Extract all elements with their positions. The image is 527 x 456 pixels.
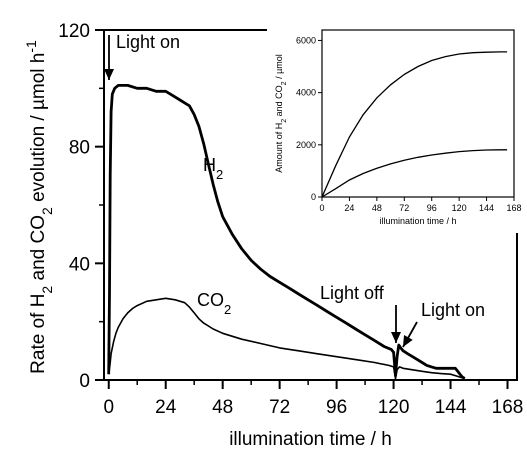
inset-y-tick-label: 4000 xyxy=(296,88,316,98)
inset-series xyxy=(321,51,508,198)
inset-x-tick-label: 48 xyxy=(372,203,382,213)
main-y-label-sup: -1 xyxy=(23,40,39,53)
annotation-arrow-head xyxy=(403,334,413,347)
inset-background xyxy=(267,26,519,233)
main-y-label-sub: 2 xyxy=(39,286,55,294)
x-tick-label: 72 xyxy=(269,397,290,418)
inset-plot-frame xyxy=(321,29,515,198)
annotation-label: Light on xyxy=(116,32,180,52)
series-label-h2: H2 xyxy=(203,155,223,182)
series-label-co2: CO2 xyxy=(197,290,231,317)
x-tick-label: 144 xyxy=(435,397,467,418)
inset-y-axis-label: Amount of H2 and CO2 / µmol xyxy=(274,54,288,173)
series-line-co2 xyxy=(107,297,466,380)
main-x-axis-label: illumination time / h xyxy=(229,429,392,450)
inset-series-line-1 xyxy=(321,51,508,198)
main-ticks: 0 24 48 72 96 120 144 168 0 40 80 120 xyxy=(58,21,523,418)
inset-y-tick-label: 0 xyxy=(311,192,316,202)
main-y-label-part: Rate of H xyxy=(28,294,49,374)
y-tick-label: 80 xyxy=(69,138,90,159)
y-tick-label: 40 xyxy=(69,254,90,275)
inset-y-tick-label: 6000 xyxy=(296,35,316,45)
x-tick-label: 24 xyxy=(155,397,177,418)
x-tick-label: 0 xyxy=(103,397,114,418)
annotation-arrow-head xyxy=(104,69,114,80)
main-y-label-sub: 2 xyxy=(39,207,55,215)
annotation-label: Light on xyxy=(421,300,485,320)
main-series xyxy=(107,84,466,380)
series-line-h2 xyxy=(107,84,466,380)
x-tick-label: 168 xyxy=(492,397,524,418)
main-y-label-part: evolution / µmol h xyxy=(28,53,49,208)
inset-ticks: 0 24 48 72 96 120 144 168 0 2000 4000 6000 xyxy=(296,35,522,213)
x-tick-label: 96 xyxy=(326,397,347,418)
inset-x-tick-label: 168 xyxy=(506,203,521,213)
inset-x-tick-label: 72 xyxy=(399,203,409,213)
main-y-axis-label: Rate of H2 and CO2 evolution / µmol h-1 xyxy=(23,40,55,374)
inset-x-tick-label: 120 xyxy=(452,203,467,213)
main-annotations: Light on Light off Light on xyxy=(104,32,485,348)
inset-x-tick-label: 96 xyxy=(427,203,437,213)
inset-x-axis-label: illumination time / h xyxy=(379,216,456,226)
inset-x-tick-label: 0 xyxy=(319,203,324,213)
annotation-label: Light off xyxy=(320,283,385,303)
y-tick-label: 0 xyxy=(79,371,90,392)
x-tick-label: 48 xyxy=(212,397,233,418)
main-y-label-part: and CO xyxy=(28,215,49,286)
inset-plot: 0 24 48 72 96 120 144 168 0 2000 4000 6000 illumina… xyxy=(267,26,522,233)
x-tick-label: 120 xyxy=(378,397,410,418)
y-tick-label: 120 xyxy=(58,21,90,42)
inset-series-line-2 xyxy=(321,149,508,198)
inset-x-tick-label: 24 xyxy=(344,203,354,213)
inset-y-tick-label: 2000 xyxy=(296,140,316,150)
inset-x-tick-label: 144 xyxy=(479,203,494,213)
annotation-arrow-head xyxy=(391,332,401,343)
